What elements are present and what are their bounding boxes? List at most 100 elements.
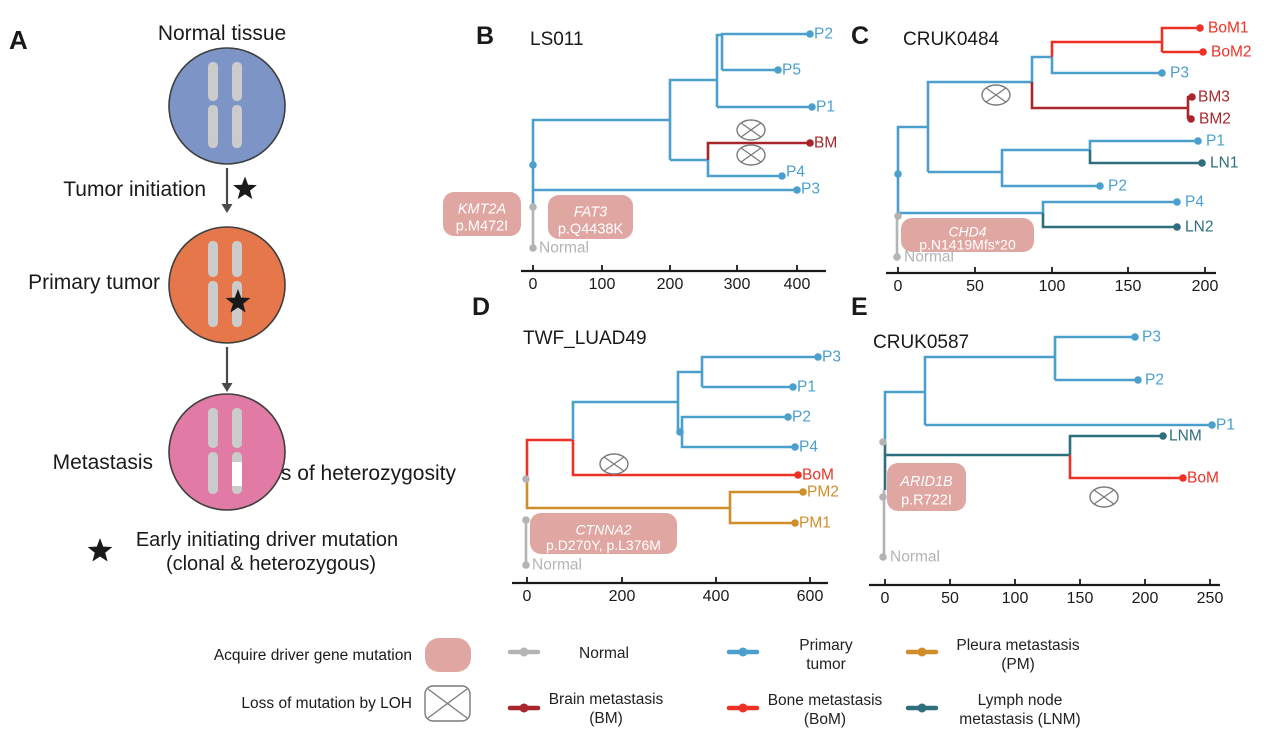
panel-label-e: E — [851, 293, 868, 321]
tree-branch — [531, 118, 670, 207]
loh-segment — [232, 462, 242, 486]
legend-text-pleura: (PM) — [1001, 656, 1035, 673]
sample-label-p3: P3 — [822, 349, 841, 366]
tree-node-dot — [522, 561, 530, 569]
tree-node-dot — [676, 428, 684, 436]
sample-label-p1: P1 — [816, 99, 835, 116]
axis-tick-label: 0 — [894, 278, 903, 295]
loh-ellipse — [1089, 486, 1119, 508]
chromosome — [208, 105, 218, 148]
sample-label-pm2: PM2 — [807, 484, 839, 501]
tree-branch — [1088, 139, 1198, 150]
tree-node-dot — [893, 253, 901, 261]
chromosome — [208, 281, 218, 327]
mutation-gene-name: CHD4 — [948, 224, 986, 240]
panel-a-text-4: Loss of heterozygosity — [247, 462, 456, 485]
panel-label-c: C — [851, 22, 869, 50]
axis-tick-label: 0 — [523, 588, 532, 605]
tree-branch — [1000, 172, 1100, 188]
tree-branch — [720, 32, 810, 70]
tree-branch — [678, 415, 788, 434]
sample-label-bom2: BoM2 — [1211, 44, 1252, 61]
chromosome — [232, 105, 242, 148]
legend-text-primary: tumor — [806, 656, 846, 673]
tree-node-dot — [774, 66, 782, 74]
panel-E — [869, 333, 1220, 587]
legend-label-0: Acquire driver gene mutation — [214, 647, 412, 664]
sample-label-p4: P4 — [1185, 194, 1204, 211]
tree-branch — [1030, 82, 1188, 110]
loh-cross — [985, 87, 1007, 103]
tree-branch — [1000, 148, 1090, 172]
metastasis-cell — [168, 393, 286, 511]
axis-tick-label: 200 — [609, 588, 636, 605]
arrow-head — [221, 383, 233, 392]
sample-label-bom: BoM — [802, 467, 834, 484]
sample-label-p3: P3 — [1142, 329, 1161, 346]
loh-icon — [736, 144, 766, 166]
tree-branch — [1050, 57, 1162, 75]
mutation-annotation-box — [901, 218, 1034, 252]
tree-branch — [715, 33, 722, 107]
axis-tick-label: 250 — [1197, 590, 1224, 607]
tree-branch — [1050, 40, 1162, 57]
axis-tick-label: 600 — [797, 588, 824, 605]
tree-node-dot — [1173, 223, 1181, 231]
tree-branch — [1068, 434, 1163, 455]
tree-branch — [1030, 55, 1052, 82]
tree-node-dot — [1159, 432, 1167, 440]
panel-D — [512, 353, 828, 585]
tree-branch — [525, 479, 730, 510]
sample-label-bom1: BoM1 — [1208, 20, 1249, 37]
tree-node-dot — [1194, 137, 1202, 145]
loh-icon — [599, 453, 629, 475]
loh-box-icon — [424, 685, 471, 722]
sample-label-p3: P3 — [1170, 65, 1189, 82]
axis-tick-label: 150 — [1115, 278, 1142, 295]
tree-branch — [680, 432, 795, 449]
panel-a-text-6: (clonal & heterozygous) — [166, 553, 376, 575]
axis-tick-label: 300 — [724, 276, 751, 293]
mutation-annotation-box — [887, 463, 966, 511]
tree-node-dot — [529, 244, 537, 252]
sample-label-ln1: LN1 — [1210, 155, 1238, 172]
driver-mutation-box-icon — [425, 638, 471, 672]
sample-label-bom: BoM — [1187, 470, 1219, 487]
loh-ellipse — [736, 144, 766, 166]
mutation-gene-name: CTNNA2 — [575, 521, 631, 537]
loh-cross — [740, 122, 762, 138]
panel-title-c: CRUK0484 — [903, 29, 1000, 50]
axis-tick-label: 0 — [881, 590, 890, 607]
tree-branch — [1160, 26, 1200, 52]
mutation-gene-name: KMT2A — [458, 202, 506, 218]
tree-node-dot — [814, 353, 822, 361]
chromosome — [208, 241, 218, 277]
tree-node-dot — [879, 438, 887, 446]
axis-tick-label: 150 — [1067, 590, 1094, 607]
tree-branch — [1053, 335, 1135, 380]
tree-node-dot — [894, 212, 902, 220]
panel-a-text-1: Tumor initiation — [63, 178, 206, 201]
tree-branch — [571, 400, 678, 440]
normal-sample-label: Normal — [890, 549, 940, 566]
tree-node-dot — [806, 139, 814, 147]
sample-label-p1: P1 — [797, 379, 816, 396]
loh-icon — [736, 119, 766, 141]
panel-a-text-0: Normal tissue — [158, 22, 286, 45]
legend-text-lymph: Lymph node — [978, 692, 1063, 709]
legend-dot-bone — [738, 703, 748, 713]
tree-node-dot — [778, 172, 786, 180]
driver-mutation-star — [225, 289, 251, 313]
legend-text-primary: Primary — [799, 637, 853, 654]
tree-node-dot — [1134, 376, 1142, 384]
legend-text-lymph: metastasis (LNM) — [959, 711, 1080, 728]
sample-label-p4: P4 — [799, 439, 818, 456]
mutation-annotation-box — [530, 513, 677, 554]
axis-tick-label: 100 — [1002, 590, 1029, 607]
legend-text-bone: Bone metastasis — [768, 692, 883, 709]
loh-ellipse — [736, 119, 766, 141]
arrow-head — [221, 204, 233, 213]
axis-tick-label: 50 — [941, 590, 959, 607]
star-key-icon — [87, 538, 113, 562]
panel-label-d: D — [472, 293, 490, 321]
